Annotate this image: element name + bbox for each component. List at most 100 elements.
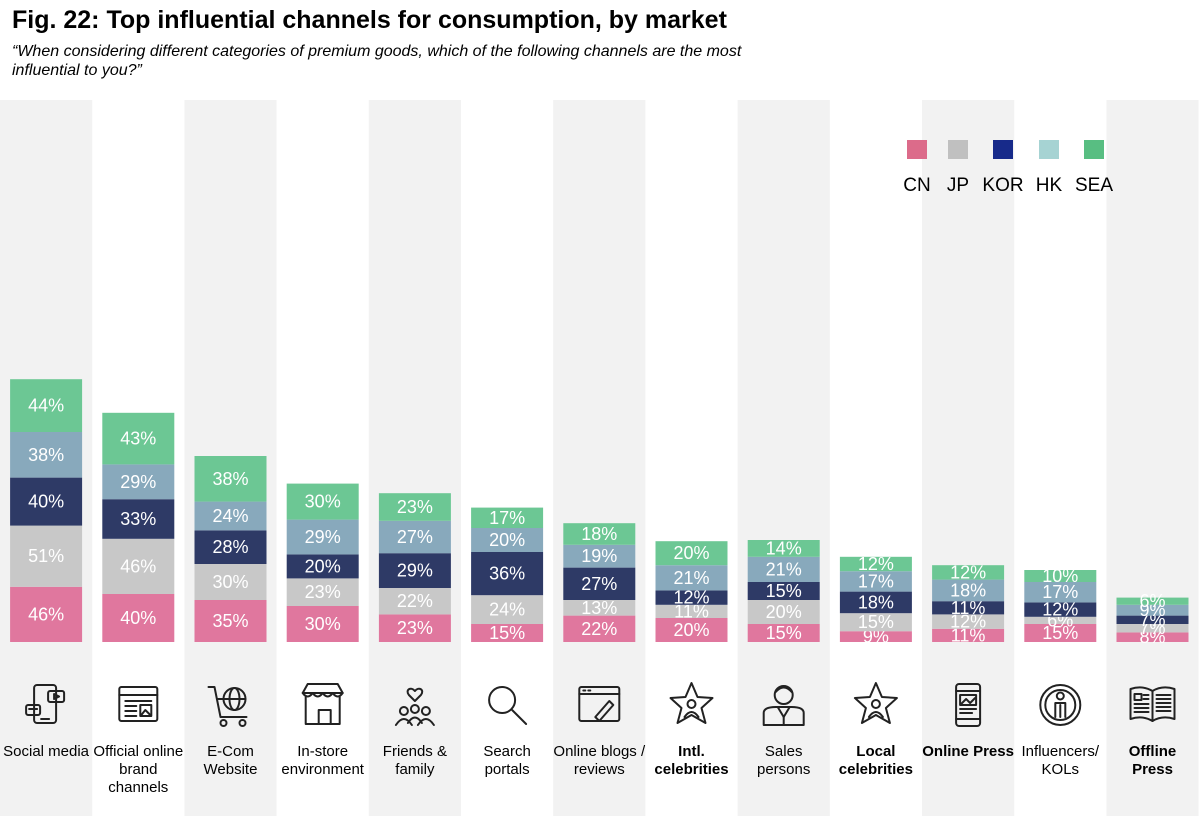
bar-segment-sea	[932, 565, 1005, 580]
category-label: In-store environment	[281, 743, 364, 778]
bar-segment-kor	[1024, 602, 1097, 617]
data-label: 30%	[305, 492, 341, 512]
data-label: 17%	[1042, 582, 1078, 602]
bar-segment-cn	[471, 624, 544, 642]
bar-segment-jp	[10, 525, 83, 587]
category-label: Online blogs / reviews	[553, 743, 646, 778]
bar-segment-cn	[747, 624, 820, 642]
bar-segment-kor	[194, 530, 267, 564]
bar-segment-sea	[194, 456, 267, 502]
data-label: 20%	[305, 556, 341, 576]
bar-segment-kor	[747, 582, 820, 600]
data-label: 19%	[581, 546, 617, 566]
category-label: Local celebrities	[838, 743, 913, 778]
data-label: 30%	[305, 614, 341, 634]
bar-segment-kor	[563, 567, 636, 600]
magnifier-icon	[488, 686, 528, 725]
bar-segment-kor	[655, 590, 728, 605]
data-label: 20%	[673, 543, 709, 563]
data-label: 12%	[858, 554, 894, 574]
bar-segment-hk	[102, 464, 175, 500]
data-label: 9%	[1139, 600, 1165, 620]
data-label: 46%	[120, 556, 156, 576]
bar-segment-hk	[839, 571, 912, 592]
data-label: 14%	[766, 538, 802, 558]
legend-label-jp: JP	[947, 175, 969, 196]
data-label: 46%	[28, 604, 64, 624]
data-label: 23%	[305, 582, 341, 602]
category-label: Social media	[3, 743, 90, 760]
data-label: 44%	[28, 396, 64, 416]
data-label: 9%	[863, 627, 889, 647]
data-label: 12%	[950, 612, 986, 632]
data-label: 27%	[397, 527, 433, 547]
data-label: 33%	[120, 509, 156, 529]
data-label: 15%	[766, 623, 802, 643]
bar-segment-hk	[286, 519, 359, 555]
bar-segment-hk	[932, 579, 1005, 602]
category-label: Search portals	[483, 743, 531, 778]
bar-segment-cn	[655, 618, 728, 642]
data-label: 29%	[397, 561, 433, 581]
data-label: 18%	[950, 580, 986, 600]
data-label: 17%	[858, 571, 894, 591]
bar-segment-jp	[655, 604, 728, 618]
bar-segment-jp	[1116, 624, 1189, 633]
bar-segment-hk	[10, 432, 83, 478]
data-label: 23%	[397, 618, 433, 638]
bar-segment-jp	[563, 600, 636, 616]
category-label: Offline Press	[1128, 743, 1177, 778]
bar-segment-hk	[563, 544, 636, 568]
bar-segment-hk	[194, 501, 267, 531]
star-person-icon	[669, 682, 714, 724]
bar-segment-kor	[471, 552, 544, 596]
bar-segment-kor	[839, 591, 912, 614]
column-band	[737, 100, 830, 816]
bar-segment-cn	[839, 631, 912, 642]
category-label: Intl. celebrities	[654, 743, 729, 778]
figure-title: Fig. 22: Top influential channels for co…	[12, 6, 727, 34]
bar-segment-jp	[471, 595, 544, 624]
bar-segment-sea	[563, 523, 636, 545]
data-label: 40%	[120, 608, 156, 628]
bar-segment-jp	[102, 538, 175, 594]
bar-segment-hk	[1024, 582, 1097, 603]
bar-segment-kor	[932, 601, 1005, 615]
data-label: 24%	[489, 600, 525, 620]
data-label: 40%	[28, 492, 64, 512]
category-label: Sales persons	[757, 743, 811, 778]
data-label: 20%	[673, 620, 709, 640]
data-label: 38%	[28, 445, 64, 465]
data-label: 6%	[1139, 591, 1165, 611]
figure-subtitle: “When considering different categories o…	[12, 43, 742, 79]
data-label: 20%	[766, 602, 802, 622]
bar-segment-kor	[378, 553, 451, 588]
data-label: 29%	[120, 472, 156, 492]
legend-swatch-hk	[1039, 140, 1059, 159]
tablet-news-icon	[955, 683, 982, 727]
bar-segment-cn	[1116, 632, 1189, 642]
bar-segment-hk	[747, 556, 820, 582]
bar-segment-sea	[747, 540, 820, 557]
bar-segment-sea	[839, 556, 912, 572]
bar-segment-jp	[932, 614, 1005, 629]
legend-swatch-jp	[948, 140, 968, 159]
data-label: 22%	[397, 591, 433, 611]
bar-segment-cn	[932, 628, 1005, 642]
bar-segment-sea	[1116, 597, 1189, 605]
bar-segment-hk	[655, 565, 728, 591]
data-label: 15%	[858, 612, 894, 632]
star-person-icon	[853, 682, 898, 724]
bar-segment-cn	[194, 600, 267, 642]
data-label: 12%	[673, 588, 709, 608]
bar-segment-jp	[1024, 616, 1097, 624]
data-label: 15%	[766, 581, 802, 601]
bar-segment-cn	[102, 594, 175, 642]
data-label: 28%	[212, 537, 248, 557]
legend-swatch-kor	[993, 140, 1013, 159]
data-label: 11%	[951, 625, 986, 645]
data-label: 24%	[212, 506, 248, 526]
data-label: 13%	[581, 598, 617, 618]
data-label: 35%	[212, 611, 248, 631]
